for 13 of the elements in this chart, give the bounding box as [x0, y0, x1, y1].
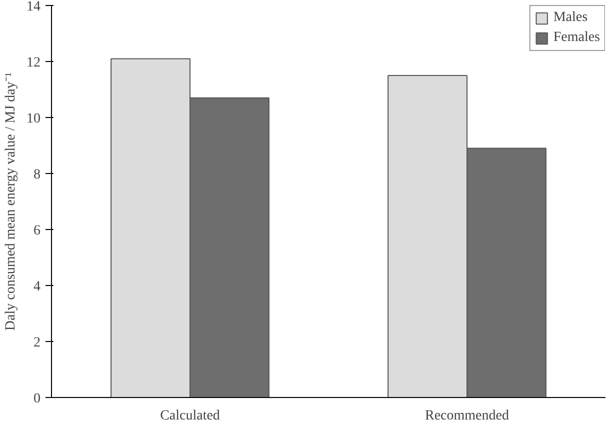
y-axis-title: Daly consumed mean energy value / MJ day⁻¹	[4, 72, 18, 331]
y-tick-label: 14	[26, 0, 40, 14]
legend-label: Females	[553, 30, 600, 46]
x-tick-label: Recommended	[425, 408, 509, 424]
y-tick-label: 12	[26, 56, 40, 70]
y-tick-label: 0	[34, 392, 40, 406]
legend-label: Males	[553, 10, 588, 26]
y-tick-label: 10	[26, 112, 40, 126]
y-tick-label: 6	[34, 224, 40, 238]
y-tick-label: 4	[34, 280, 40, 294]
x-tick-label: Calculated	[160, 408, 220, 424]
y-tick-label: 8	[34, 168, 40, 182]
y-tick-label: 2	[34, 336, 40, 350]
